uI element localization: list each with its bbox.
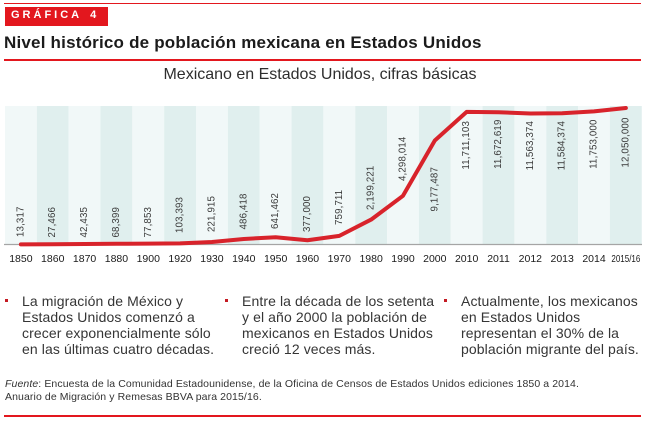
svg-text:11,563,374: 11,563,374	[525, 121, 536, 171]
svg-text:377,000: 377,000	[302, 195, 313, 232]
svg-text:2,199,221: 2,199,221	[366, 166, 377, 210]
svg-text:1880: 1880	[105, 253, 129, 265]
svg-text:2011: 2011	[487, 253, 510, 265]
svg-text:68,399: 68,399	[111, 207, 122, 238]
svg-text:103,393: 103,393	[175, 197, 186, 233]
svg-text:2014: 2014	[582, 253, 606, 265]
svg-text:1970: 1970	[328, 253, 352, 265]
svg-text:1980: 1980	[359, 253, 383, 265]
svg-text:11,753,000: 11,753,000	[589, 119, 600, 169]
svg-text:11,711,103: 11,711,103	[461, 121, 472, 170]
svg-text:27,466: 27,466	[47, 207, 58, 238]
svg-text:1870: 1870	[73, 253, 97, 265]
svg-text:641,462: 641,462	[270, 193, 281, 229]
svg-text:1940: 1940	[232, 253, 256, 265]
svg-text:11,584,374: 11,584,374	[557, 121, 568, 171]
svg-text:486,418: 486,418	[238, 193, 249, 229]
svg-text:13,317: 13,317	[15, 206, 26, 237]
svg-text:42,435: 42,435	[79, 207, 90, 238]
svg-text:1860: 1860	[41, 253, 65, 265]
svg-text:77,853: 77,853	[143, 207, 154, 238]
svg-text:221,915: 221,915	[206, 196, 217, 232]
svg-text:2010: 2010	[455, 253, 479, 265]
svg-text:2012: 2012	[519, 253, 543, 265]
svg-text:11,672,619: 11,672,619	[493, 120, 504, 169]
svg-text:1990: 1990	[391, 253, 415, 265]
svg-text:4,298,014: 4,298,014	[397, 136, 408, 181]
svg-text:12,050,000: 12,050,000	[620, 117, 631, 167]
svg-text:1900: 1900	[137, 253, 161, 265]
svg-text:9,177,487: 9,177,487	[429, 167, 440, 211]
svg-text:1930: 1930	[200, 253, 224, 265]
svg-text:1950: 1950	[264, 253, 288, 265]
svg-text:1960: 1960	[296, 253, 320, 265]
svg-text:1920: 1920	[168, 253, 192, 265]
svg-text:2015/16: 2015/16	[611, 253, 640, 265]
svg-text:1850: 1850	[9, 253, 33, 265]
svg-text:2000: 2000	[423, 253, 447, 265]
svg-text:2013: 2013	[551, 253, 575, 265]
svg-text:759,711: 759,711	[334, 190, 345, 225]
